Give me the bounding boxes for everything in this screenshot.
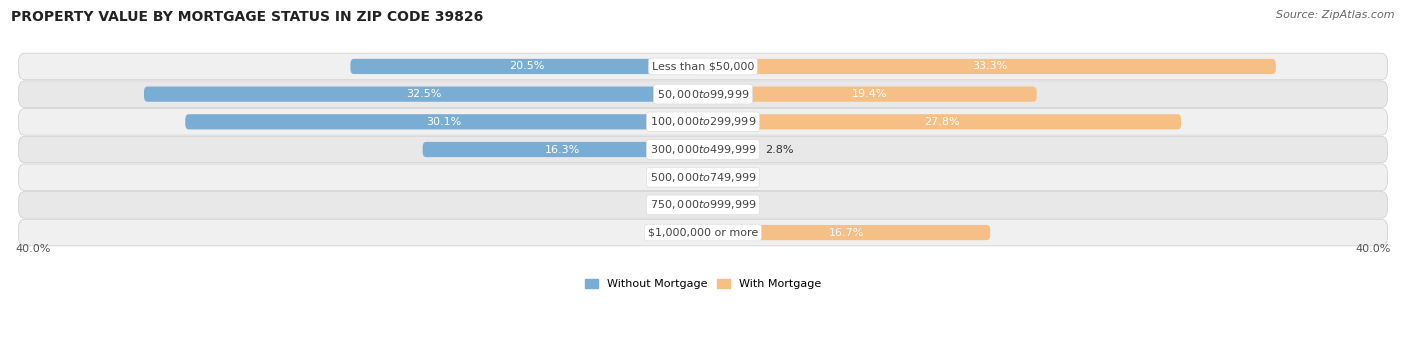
Text: 32.5%: 32.5%: [406, 89, 441, 99]
Text: 16.7%: 16.7%: [830, 227, 865, 238]
Text: 0.6%: 0.6%: [651, 172, 679, 182]
Text: 0.0%: 0.0%: [661, 227, 689, 238]
Legend: Without Mortgage, With Mortgage: Without Mortgage, With Mortgage: [581, 274, 825, 294]
Text: 40.0%: 40.0%: [15, 244, 51, 254]
Text: Source: ZipAtlas.com: Source: ZipAtlas.com: [1277, 10, 1395, 20]
Text: $300,000 to $499,999: $300,000 to $499,999: [650, 143, 756, 156]
FancyBboxPatch shape: [695, 197, 703, 212]
FancyBboxPatch shape: [186, 114, 703, 130]
FancyBboxPatch shape: [18, 192, 1388, 218]
FancyBboxPatch shape: [143, 87, 703, 102]
FancyBboxPatch shape: [703, 225, 990, 240]
Text: $750,000 to $999,999: $750,000 to $999,999: [650, 198, 756, 211]
Text: 33.3%: 33.3%: [972, 61, 1007, 72]
FancyBboxPatch shape: [703, 142, 751, 157]
Text: 30.1%: 30.1%: [426, 117, 461, 127]
FancyBboxPatch shape: [18, 164, 1388, 191]
Text: 2.8%: 2.8%: [765, 145, 793, 154]
Text: $500,000 to $749,999: $500,000 to $749,999: [650, 171, 756, 184]
FancyBboxPatch shape: [703, 169, 711, 185]
FancyBboxPatch shape: [703, 114, 1181, 130]
Text: 0.0%: 0.0%: [661, 200, 689, 210]
Text: PROPERTY VALUE BY MORTGAGE STATUS IN ZIP CODE 39826: PROPERTY VALUE BY MORTGAGE STATUS IN ZIP…: [11, 10, 484, 24]
Text: 0.0%: 0.0%: [717, 200, 745, 210]
Text: $50,000 to $99,999: $50,000 to $99,999: [657, 88, 749, 101]
FancyBboxPatch shape: [703, 87, 1036, 102]
FancyBboxPatch shape: [18, 81, 1388, 107]
FancyBboxPatch shape: [703, 197, 711, 212]
FancyBboxPatch shape: [350, 59, 703, 74]
FancyBboxPatch shape: [703, 59, 1275, 74]
Text: 16.3%: 16.3%: [546, 145, 581, 154]
Text: 0.0%: 0.0%: [717, 172, 745, 182]
Text: 20.5%: 20.5%: [509, 61, 544, 72]
Text: $100,000 to $299,999: $100,000 to $299,999: [650, 115, 756, 128]
FancyBboxPatch shape: [18, 219, 1388, 246]
Text: 19.4%: 19.4%: [852, 89, 887, 99]
FancyBboxPatch shape: [18, 53, 1388, 80]
FancyBboxPatch shape: [695, 225, 703, 240]
Text: 27.8%: 27.8%: [924, 117, 960, 127]
Text: $1,000,000 or more: $1,000,000 or more: [648, 227, 758, 238]
FancyBboxPatch shape: [18, 108, 1388, 135]
Text: Less than $50,000: Less than $50,000: [652, 61, 754, 72]
FancyBboxPatch shape: [423, 142, 703, 157]
FancyBboxPatch shape: [18, 136, 1388, 163]
FancyBboxPatch shape: [693, 169, 703, 185]
Text: 40.0%: 40.0%: [1355, 244, 1391, 254]
